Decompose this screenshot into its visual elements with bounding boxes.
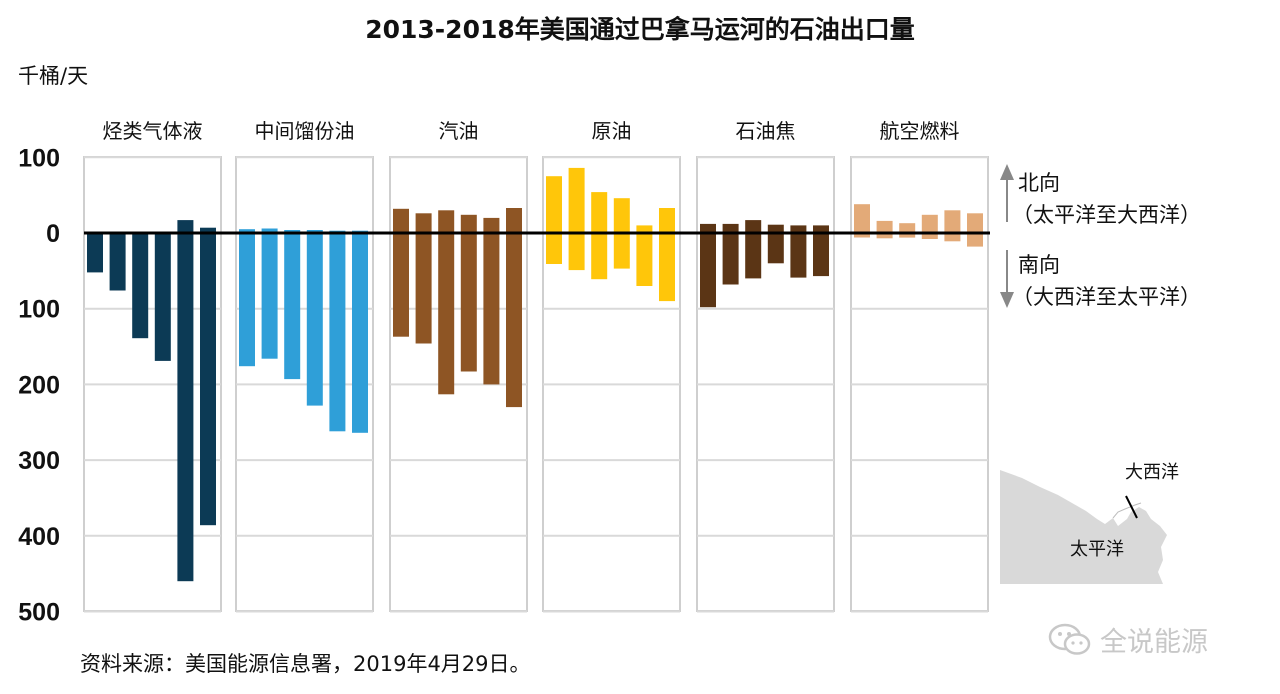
- category-label: 汽油: [439, 119, 479, 143]
- y-tick-label: 500: [18, 599, 60, 627]
- bar: [177, 220, 194, 582]
- y-tick-labels: 100 0 100 200 300 400 500: [18, 144, 60, 626]
- bar: [438, 210, 455, 395]
- bar: [306, 230, 323, 406]
- caribbean-coast: [1112, 502, 1142, 519]
- y-tick-label: 300: [18, 447, 60, 475]
- north-arrowhead-icon: [1000, 164, 1014, 180]
- bar: [132, 233, 149, 339]
- south-description: （大西洋至太平洋）: [1012, 285, 1201, 309]
- bar: [876, 220, 893, 239]
- bar: [154, 231, 171, 361]
- gridlines: [84, 156, 988, 613]
- panama-map: 大西洋 太平洋: [1000, 432, 1257, 584]
- category-label: 中间馏份油: [255, 119, 355, 143]
- category-label: 原油: [592, 119, 632, 143]
- watermark-text: 全说能源: [1100, 627, 1208, 658]
- bar: [967, 213, 983, 247]
- bar: [393, 208, 409, 337]
- bar: [352, 230, 368, 433]
- y-tick-label: 0: [46, 220, 60, 248]
- bar: [109, 233, 126, 291]
- source-note: 资料来源：美国能源信息署，2019年4月29日。: [80, 652, 531, 676]
- bar: [87, 233, 103, 273]
- category-labels: 烃类气体液 中间馏份油 汽油 原油 石油焦 航空燃料: [103, 119, 960, 143]
- bar: [239, 229, 255, 367]
- bar: [944, 210, 961, 242]
- y-tick-label: 200: [18, 371, 60, 399]
- direction-legend: 北向 （太平洋至大西洋） 南向 （大西洋至太平洋）: [1000, 164, 1201, 309]
- north-description: （太平洋至大西洋）: [1012, 203, 1201, 227]
- bar: [591, 192, 608, 280]
- bar: [415, 213, 432, 344]
- bar: [483, 217, 500, 385]
- y-tick-label: 100: [18, 296, 60, 324]
- y-axis-unit-label: 千桶/天: [18, 64, 89, 88]
- chart-title: 2013-2018年美国通过巴拿马运河的石油出口量: [365, 15, 915, 44]
- bar: [722, 223, 739, 285]
- bar: [200, 227, 216, 526]
- bar: [636, 225, 653, 286]
- bar: [899, 223, 916, 238]
- bar: [329, 230, 346, 432]
- bar: [460, 214, 477, 372]
- bar: [261, 228, 278, 359]
- category-label: 烃类气体液: [103, 119, 203, 143]
- bar: [767, 224, 784, 264]
- north-label: 北向: [1018, 171, 1060, 195]
- bar: [284, 230, 301, 380]
- watermark: 全说能源: [1048, 620, 1208, 659]
- wechat-icon: [1048, 623, 1091, 655]
- south-label: 南向: [1018, 253, 1060, 277]
- bar: [700, 223, 716, 308]
- category-label: 航空燃料: [880, 119, 960, 143]
- bar: [568, 167, 585, 271]
- bar: [745, 220, 762, 279]
- y-tick-label: 400: [18, 523, 60, 551]
- bar: [813, 225, 829, 277]
- south-arrowhead-icon: [1000, 292, 1014, 308]
- canal-marker-line: [1125, 495, 1138, 519]
- atlantic-label: 大西洋: [1125, 462, 1179, 483]
- bar: [854, 204, 870, 238]
- bar: [790, 225, 807, 278]
- y-tick-label: 100: [18, 144, 60, 172]
- bar: [921, 214, 938, 239]
- category-label: 石油焦: [736, 119, 796, 143]
- bar: [546, 176, 562, 264]
- bar: [506, 208, 522, 408]
- pacific-label: 太平洋: [1070, 539, 1124, 560]
- bar: [659, 208, 675, 302]
